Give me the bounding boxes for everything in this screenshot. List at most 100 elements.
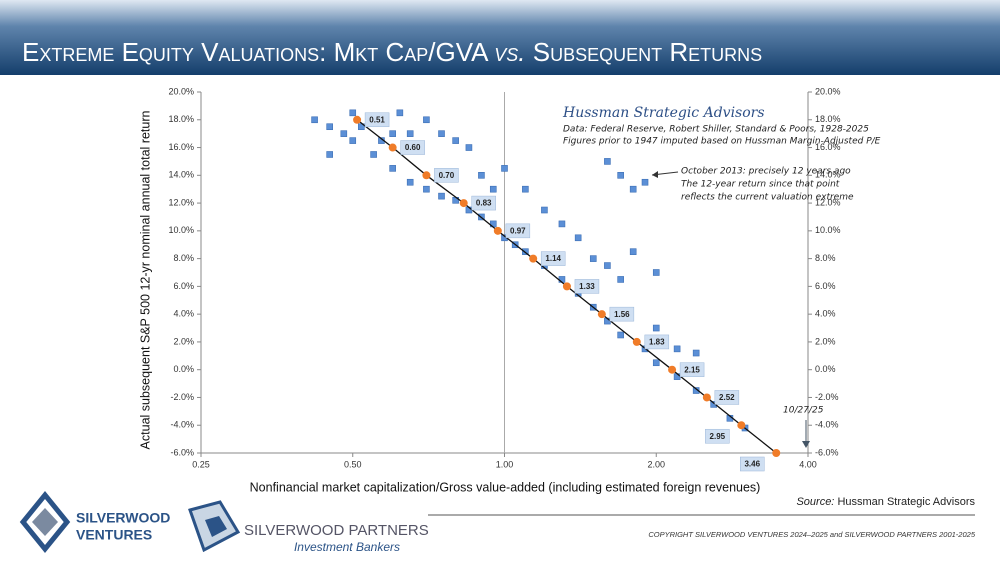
y2-tick-label: 8.0%: [815, 253, 836, 263]
logo-diamond: [19, 491, 71, 553]
point-label: 2.15: [684, 365, 700, 374]
x-tick-label: 0.50: [344, 459, 362, 469]
scatter-point: [438, 130, 445, 137]
label-box: [505, 223, 531, 239]
fit-point: [562, 282, 571, 291]
scatter-point: [349, 137, 357, 144]
scatter-point: [558, 220, 566, 228]
scatter-point: [673, 345, 681, 353]
label-box: [609, 306, 635, 322]
label-box: [574, 279, 600, 294]
logo-ventures: SILVERWOOD VENTURES: [19, 491, 170, 553]
y-tick-label: 20.0%: [168, 86, 194, 96]
scatter-point: [652, 269, 660, 276]
y2-tick-label: 2.0%: [815, 336, 836, 346]
slide-title: Extreme Equity Valuations: Mkt Cap/GVA v…: [22, 37, 762, 67]
scatter-point: [396, 109, 404, 117]
scatter-point: [326, 151, 333, 158]
scatter-point: [692, 349, 700, 357]
source-label: Source:: [796, 496, 834, 508]
callout-line: reflects the current valuation extreme: [681, 193, 854, 203]
y2-tick-label: 14.0%: [815, 170, 841, 180]
label-box: [739, 456, 765, 472]
label-box: [679, 362, 705, 377]
label-box: [400, 140, 425, 155]
scatter-point: [652, 324, 660, 332]
point-label: 0.97: [510, 226, 526, 235]
x-tick-label: 2.00: [647, 459, 665, 469]
scatter-point: [389, 165, 396, 172]
fit-point: [597, 310, 606, 319]
scatter-point: [438, 192, 445, 200]
y-tick-label: 8.0%: [173, 253, 194, 263]
y2-tick-label: -4.0%: [815, 420, 839, 430]
callout-line: The 12-year return since that point: [681, 180, 840, 190]
label-box: [540, 251, 566, 266]
point-label: 2.52: [719, 393, 735, 402]
point-label: 0.70: [439, 171, 455, 180]
scatter-point: [478, 172, 485, 179]
scatter-point: [629, 248, 637, 255]
scatter-point: [604, 158, 611, 165]
fit-point: [632, 337, 641, 346]
y-tick-label: 4.0%: [173, 309, 194, 319]
callout-line: October 2013: precisely 12 years ago: [681, 167, 851, 177]
scatter-point: [501, 165, 508, 172]
scatter-point: [652, 359, 660, 367]
scatter-point: [617, 172, 624, 179]
scatter-point: [589, 255, 597, 262]
title-part: Subsequent Returns: [526, 37, 763, 67]
scatter-point: [541, 206, 548, 214]
y2-tick-label: -6.0%: [815, 447, 839, 457]
point-label: 2.95: [710, 432, 726, 441]
scatter-point: [326, 123, 333, 131]
scatter-point: [452, 137, 459, 144]
y-tick-label: 18.0%: [168, 114, 194, 124]
fit-point: [388, 143, 397, 152]
logo-partners: SILVERWOOD PARTNERS Investment Bankers: [188, 500, 429, 554]
y2-tick-label: 12.0%: [815, 197, 841, 207]
point-label: 0.51: [369, 115, 385, 124]
y-tick-label: 0.0%: [173, 364, 194, 374]
scatter-point: [629, 185, 637, 193]
y2-tick-label: 10.0%: [815, 225, 841, 235]
annotation-title: Hussman Strategic Advisors: [562, 105, 765, 121]
y2-tick-label: 18.0%: [815, 114, 841, 124]
label-box: [644, 334, 670, 350]
scatter-point: [617, 331, 624, 339]
date-arrowhead: [802, 441, 810, 448]
title-part: Extreme Equity Valuations: Mkt Cap/GVA: [22, 37, 494, 67]
scatter-point: [641, 178, 649, 186]
callout-arrowhead: [652, 171, 658, 178]
scatter-point: [406, 130, 414, 137]
point-label: 1.33: [579, 282, 595, 291]
scatter-point: [389, 130, 396, 137]
scatter-point: [311, 116, 318, 124]
logo-text: VENTURES: [76, 527, 152, 543]
logo-shape: [205, 516, 227, 537]
scatter-point: [423, 185, 430, 193]
label-box: [471, 195, 496, 211]
scatter-point: [423, 116, 430, 124]
logo-text: Investment Bankers: [294, 540, 400, 554]
y2-tick-label: 16.0%: [815, 142, 841, 152]
scatter-point: [340, 130, 348, 137]
annotation-line: Figures prior to 1947 imputed based on H…: [563, 137, 881, 147]
y-tick-label: 14.0%: [168, 170, 194, 180]
fit-point: [459, 199, 468, 208]
y-tick-label: -2.0%: [170, 392, 194, 402]
scatter-point: [574, 234, 582, 242]
date-annotation: 10/27/25: [783, 406, 824, 416]
fit-point: [529, 254, 538, 263]
fit-point: [422, 171, 431, 180]
annotation-line: Data: Federal Reserve, Robert Shiller, S…: [563, 125, 869, 135]
x-tick-label: 4.00: [799, 459, 817, 469]
fit-point: [772, 449, 781, 457]
point-label: 1.14: [545, 254, 561, 263]
y-tick-label: 10.0%: [168, 225, 194, 235]
header-bar: [0, 0, 1000, 75]
fit-point: [668, 365, 677, 374]
y-tick-label: 6.0%: [173, 281, 194, 291]
y-tick-label: 16.0%: [168, 142, 194, 152]
y2-tick-label: 6.0%: [815, 281, 836, 291]
